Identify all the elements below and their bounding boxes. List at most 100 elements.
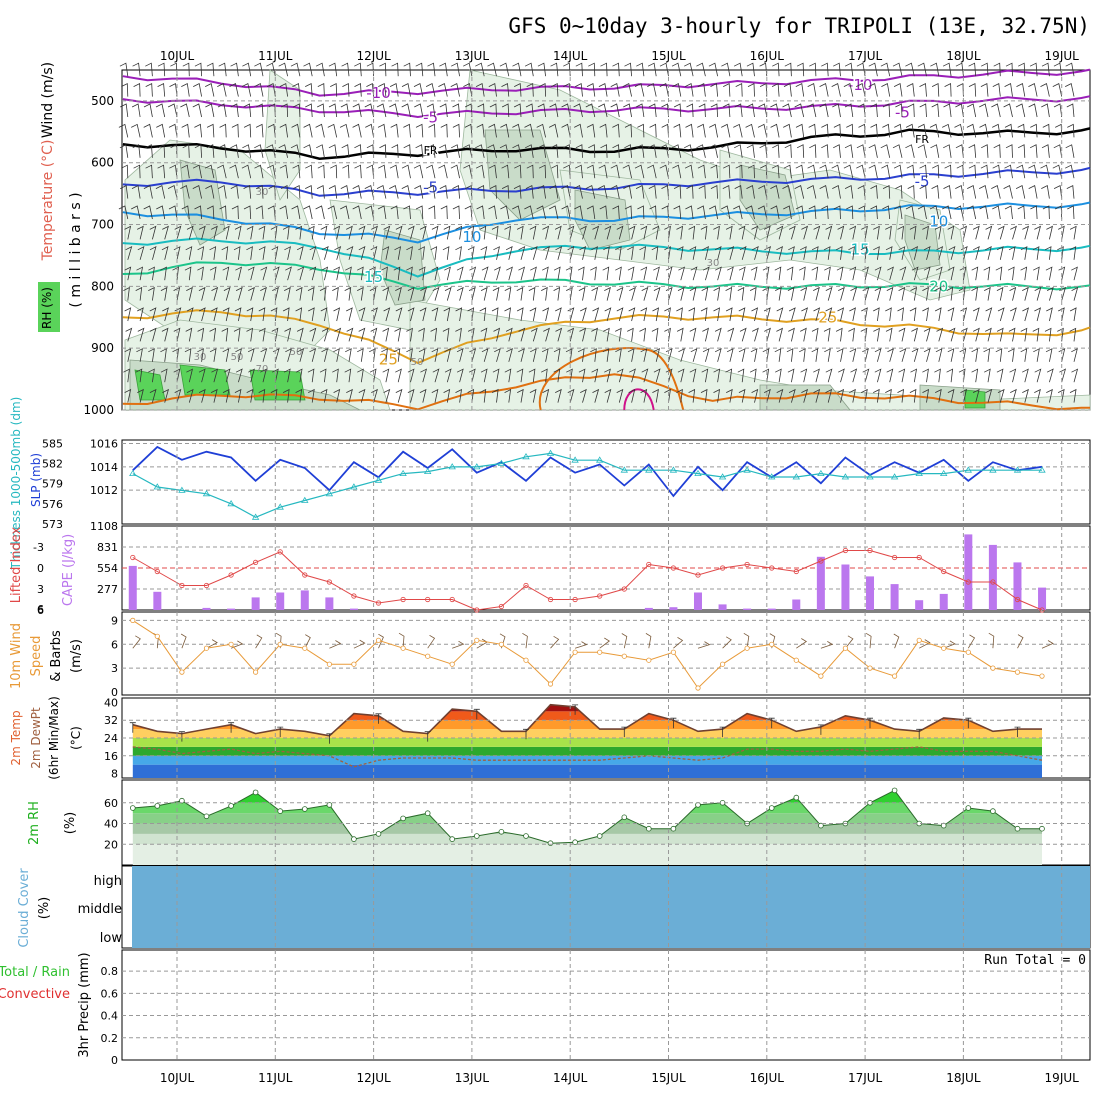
cloud-axis-label: Cloud Cover (17, 868, 32, 948)
wind-barb (737, 286, 745, 301)
lifted-index-tick: 3 (37, 583, 44, 596)
wind-barb (931, 184, 940, 199)
wind-barb (489, 103, 497, 118)
wind-barb (211, 368, 219, 383)
wind-barb (673, 205, 682, 220)
wind-barb (586, 164, 596, 179)
temperature-band (132, 764, 1043, 778)
wind-barb (258, 327, 266, 342)
wind-barb (635, 103, 645, 118)
wind-barb (407, 388, 415, 403)
wind-barb (874, 286, 882, 301)
wind-barb (235, 348, 242, 362)
wind-barb (319, 368, 327, 383)
wind10-speed-marker (154, 633, 160, 639)
wind-barb (407, 368, 415, 383)
wind-barb (671, 62, 682, 77)
date-label-top: 18JUL (946, 49, 981, 63)
thickness-marker (497, 459, 506, 466)
wind-barb (234, 388, 242, 403)
lifted-index-marker (695, 572, 701, 578)
date-label-bottom: 19JUL (1045, 1071, 1080, 1085)
wind-barb (887, 266, 894, 281)
wind-barb (121, 164, 129, 179)
wind-barb (309, 327, 317, 342)
wind-barb (750, 266, 758, 281)
t2m-minmax-bar (473, 708, 480, 720)
wind-barb (1069, 225, 1077, 240)
wind-barb (542, 388, 550, 403)
wind-barb (972, 388, 980, 403)
wind-barb (345, 266, 352, 281)
wind-barb (489, 184, 497, 199)
rh-contour-label: 70 (256, 364, 269, 375)
wind-barb (209, 327, 217, 342)
wind-barb (919, 103, 927, 118)
wind-barb (439, 144, 448, 158)
wind-barb (124, 307, 132, 322)
wind-barb (452, 205, 460, 220)
wind-barb (612, 144, 620, 158)
rh2m-marker (965, 805, 972, 811)
date-label-top: 14JUL (553, 49, 588, 63)
wind-barb (389, 185, 399, 199)
wind-barb (125, 327, 133, 342)
wind-barb (442, 246, 450, 260)
wind-barb (389, 103, 399, 118)
temperature-band (132, 755, 1043, 765)
rh2m-marker (645, 825, 652, 832)
wind-barb (357, 368, 364, 383)
wind-barb (935, 388, 942, 403)
wind-barb (256, 103, 264, 118)
lifted-index-axis-label: Lifted Index (9, 526, 24, 603)
wind-barb (340, 103, 350, 118)
wind-barb (659, 83, 669, 97)
wind10-speed-marker (326, 661, 332, 667)
cloud-cover-fill (132, 866, 1090, 948)
t2m-tick: 8 (111, 768, 118, 781)
wind-barb (1046, 286, 1054, 301)
wind-barb (137, 225, 144, 240)
wind-barb (897, 225, 904, 240)
date-label-top: 13JUL (455, 49, 490, 63)
wind-barb (137, 327, 145, 342)
wind-barb (258, 307, 266, 322)
wind-barb (746, 144, 755, 158)
wind-barb (305, 103, 313, 118)
lifted-index-marker (916, 554, 922, 561)
wind-barb (467, 246, 475, 260)
t2m-axis-label-1: 2m Temp (9, 710, 23, 765)
wind-barb (893, 82, 903, 97)
wind-barb (604, 368, 611, 383)
slp-frame (121, 439, 1091, 525)
rh2m-marker (154, 803, 161, 809)
wind-barb (819, 164, 829, 179)
wind-barb (233, 246, 241, 260)
wind-barb (628, 225, 636, 240)
wind-barb (604, 307, 612, 322)
wind-barb (603, 246, 610, 260)
wind-barb (573, 103, 583, 118)
lifted-index-marker (179, 582, 185, 589)
wind-barb (536, 123, 546, 138)
wind-barb (973, 246, 980, 260)
wind-barb (209, 348, 217, 362)
wind10-speed-marker (818, 673, 824, 679)
wind-barb (721, 62, 731, 77)
wind-barb (598, 185, 608, 199)
wind-barb (1010, 225, 1017, 240)
wind-barb (725, 225, 733, 240)
wind-barb (393, 266, 401, 281)
wind-barb (690, 348, 698, 362)
wind-barb (494, 266, 501, 281)
wind-barb (652, 225, 660, 240)
wind-barb (808, 205, 817, 220)
rh-axis-label: RH (%) (40, 287, 54, 329)
wind-barb (118, 205, 129, 220)
wind-barb (661, 205, 669, 220)
wind-barb (501, 103, 510, 118)
wind-barb (1010, 388, 1017, 403)
cape-bar (841, 564, 850, 610)
wind-barb (354, 62, 362, 77)
t2m-axis-label-3: (6hr Min/Max) (47, 696, 61, 780)
